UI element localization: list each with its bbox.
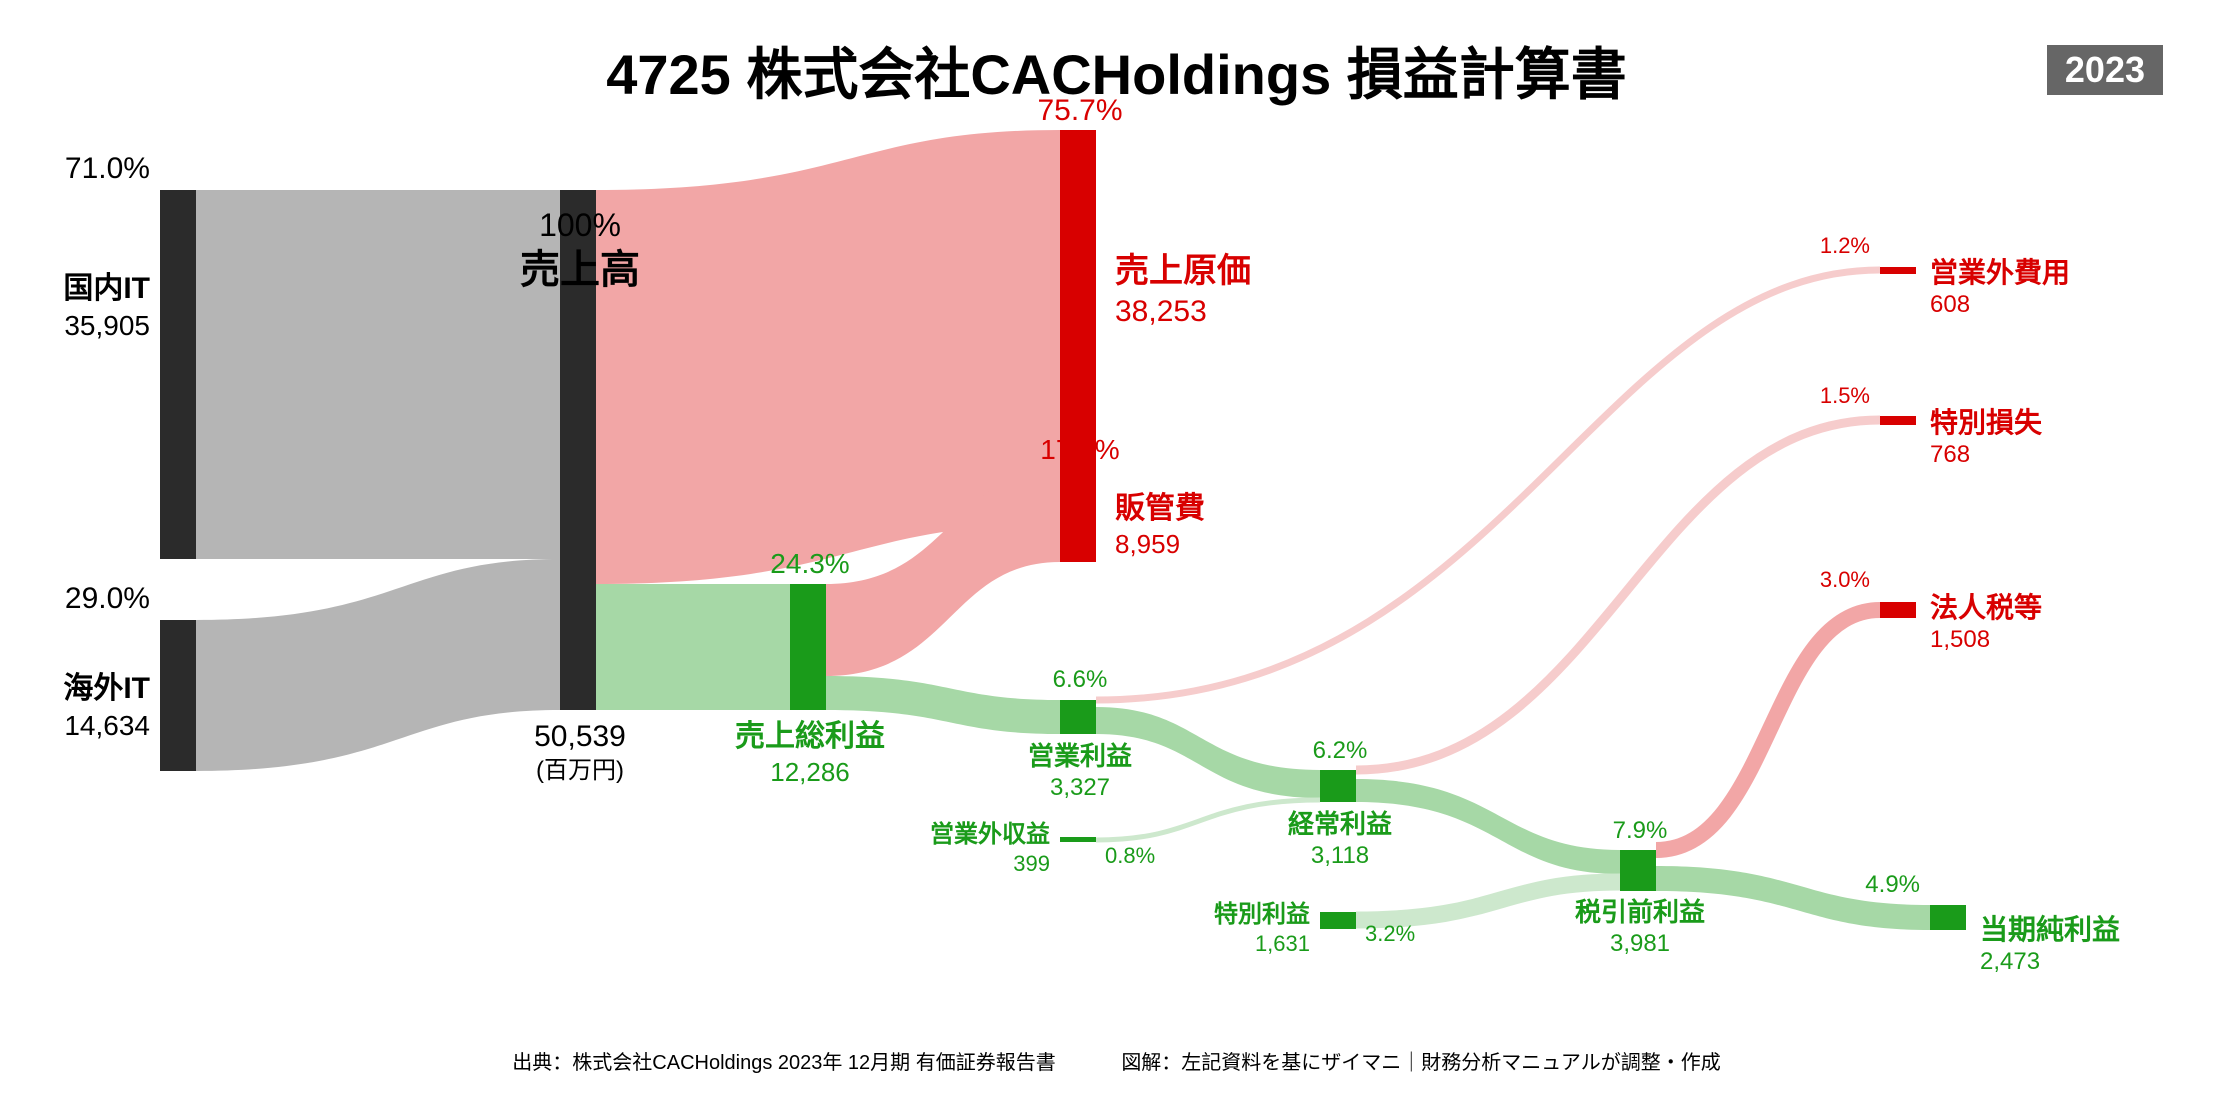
label-extra-gain: 特別利益 1,631	[1120, 900, 1310, 958]
pct-nonop-inc: 0.8%	[1105, 842, 1155, 870]
label-nonop-inc: 営業外収益 399	[860, 820, 1050, 878]
pct-cogs: 75.7%	[980, 92, 1180, 130]
label-pretax: 税引前利益 3,981	[1550, 896, 1730, 959]
footer: 出典：株式会社CACHoldings 2023年 12月期 有価証券報告書 図解…	[0, 1046, 2233, 1075]
label-gross: 売上総利益 12,286	[700, 718, 920, 788]
label-overseas-it: 海外IT 14,634	[0, 670, 150, 743]
pct-ordinary: 6.2%	[1250, 736, 1430, 766]
label-revenue-bottom: 50,539 (百万円)	[470, 718, 690, 786]
label-net: 当期純利益 2,473	[1980, 912, 2200, 977]
pct-net: 4.9%	[1790, 870, 1920, 900]
pct-extra-gain: 3.2%	[1365, 920, 1415, 948]
label-ordinary: 経常利益 3,118	[1250, 808, 1430, 871]
pct-op: 6.6%	[990, 665, 1170, 695]
pct-overseas-it: 29.0%	[20, 580, 150, 618]
label-cogs: 売上原価 38,253	[1115, 250, 1335, 330]
label-tax: 法人税等 1,508	[1930, 590, 2150, 655]
label-domestic-it: 国内IT 35,905	[0, 270, 150, 343]
pct-gross: 24.3%	[720, 546, 900, 581]
label-extra-loss: 特別損失 768	[1930, 405, 2150, 470]
label-nonop-exp: 営業外費用 608	[1930, 255, 2150, 320]
pct-domestic-it: 71.0%	[20, 150, 150, 188]
pct-tax: 3.0%	[1700, 566, 1870, 594]
pct-nonop-exp: 1.2%	[1700, 232, 1870, 260]
label-op: 営業利益 3,327	[990, 740, 1170, 803]
footer-credit: 図解：左記資料を基にザイマニ｜財務分析マニュアルが調整・作成	[1121, 1052, 1720, 1074]
pct-sga: 17.7%	[980, 432, 1180, 467]
label-revenue-top: 100% 売上高	[470, 205, 690, 295]
label-sga: 販管費 8,959	[1115, 490, 1315, 560]
footer-source: 出典：株式会社CACHoldings 2023年 12月期 有価証券報告書	[512, 1052, 1055, 1074]
pct-pretax: 7.9%	[1550, 816, 1730, 846]
pct-extra-loss: 1.5%	[1700, 382, 1870, 410]
